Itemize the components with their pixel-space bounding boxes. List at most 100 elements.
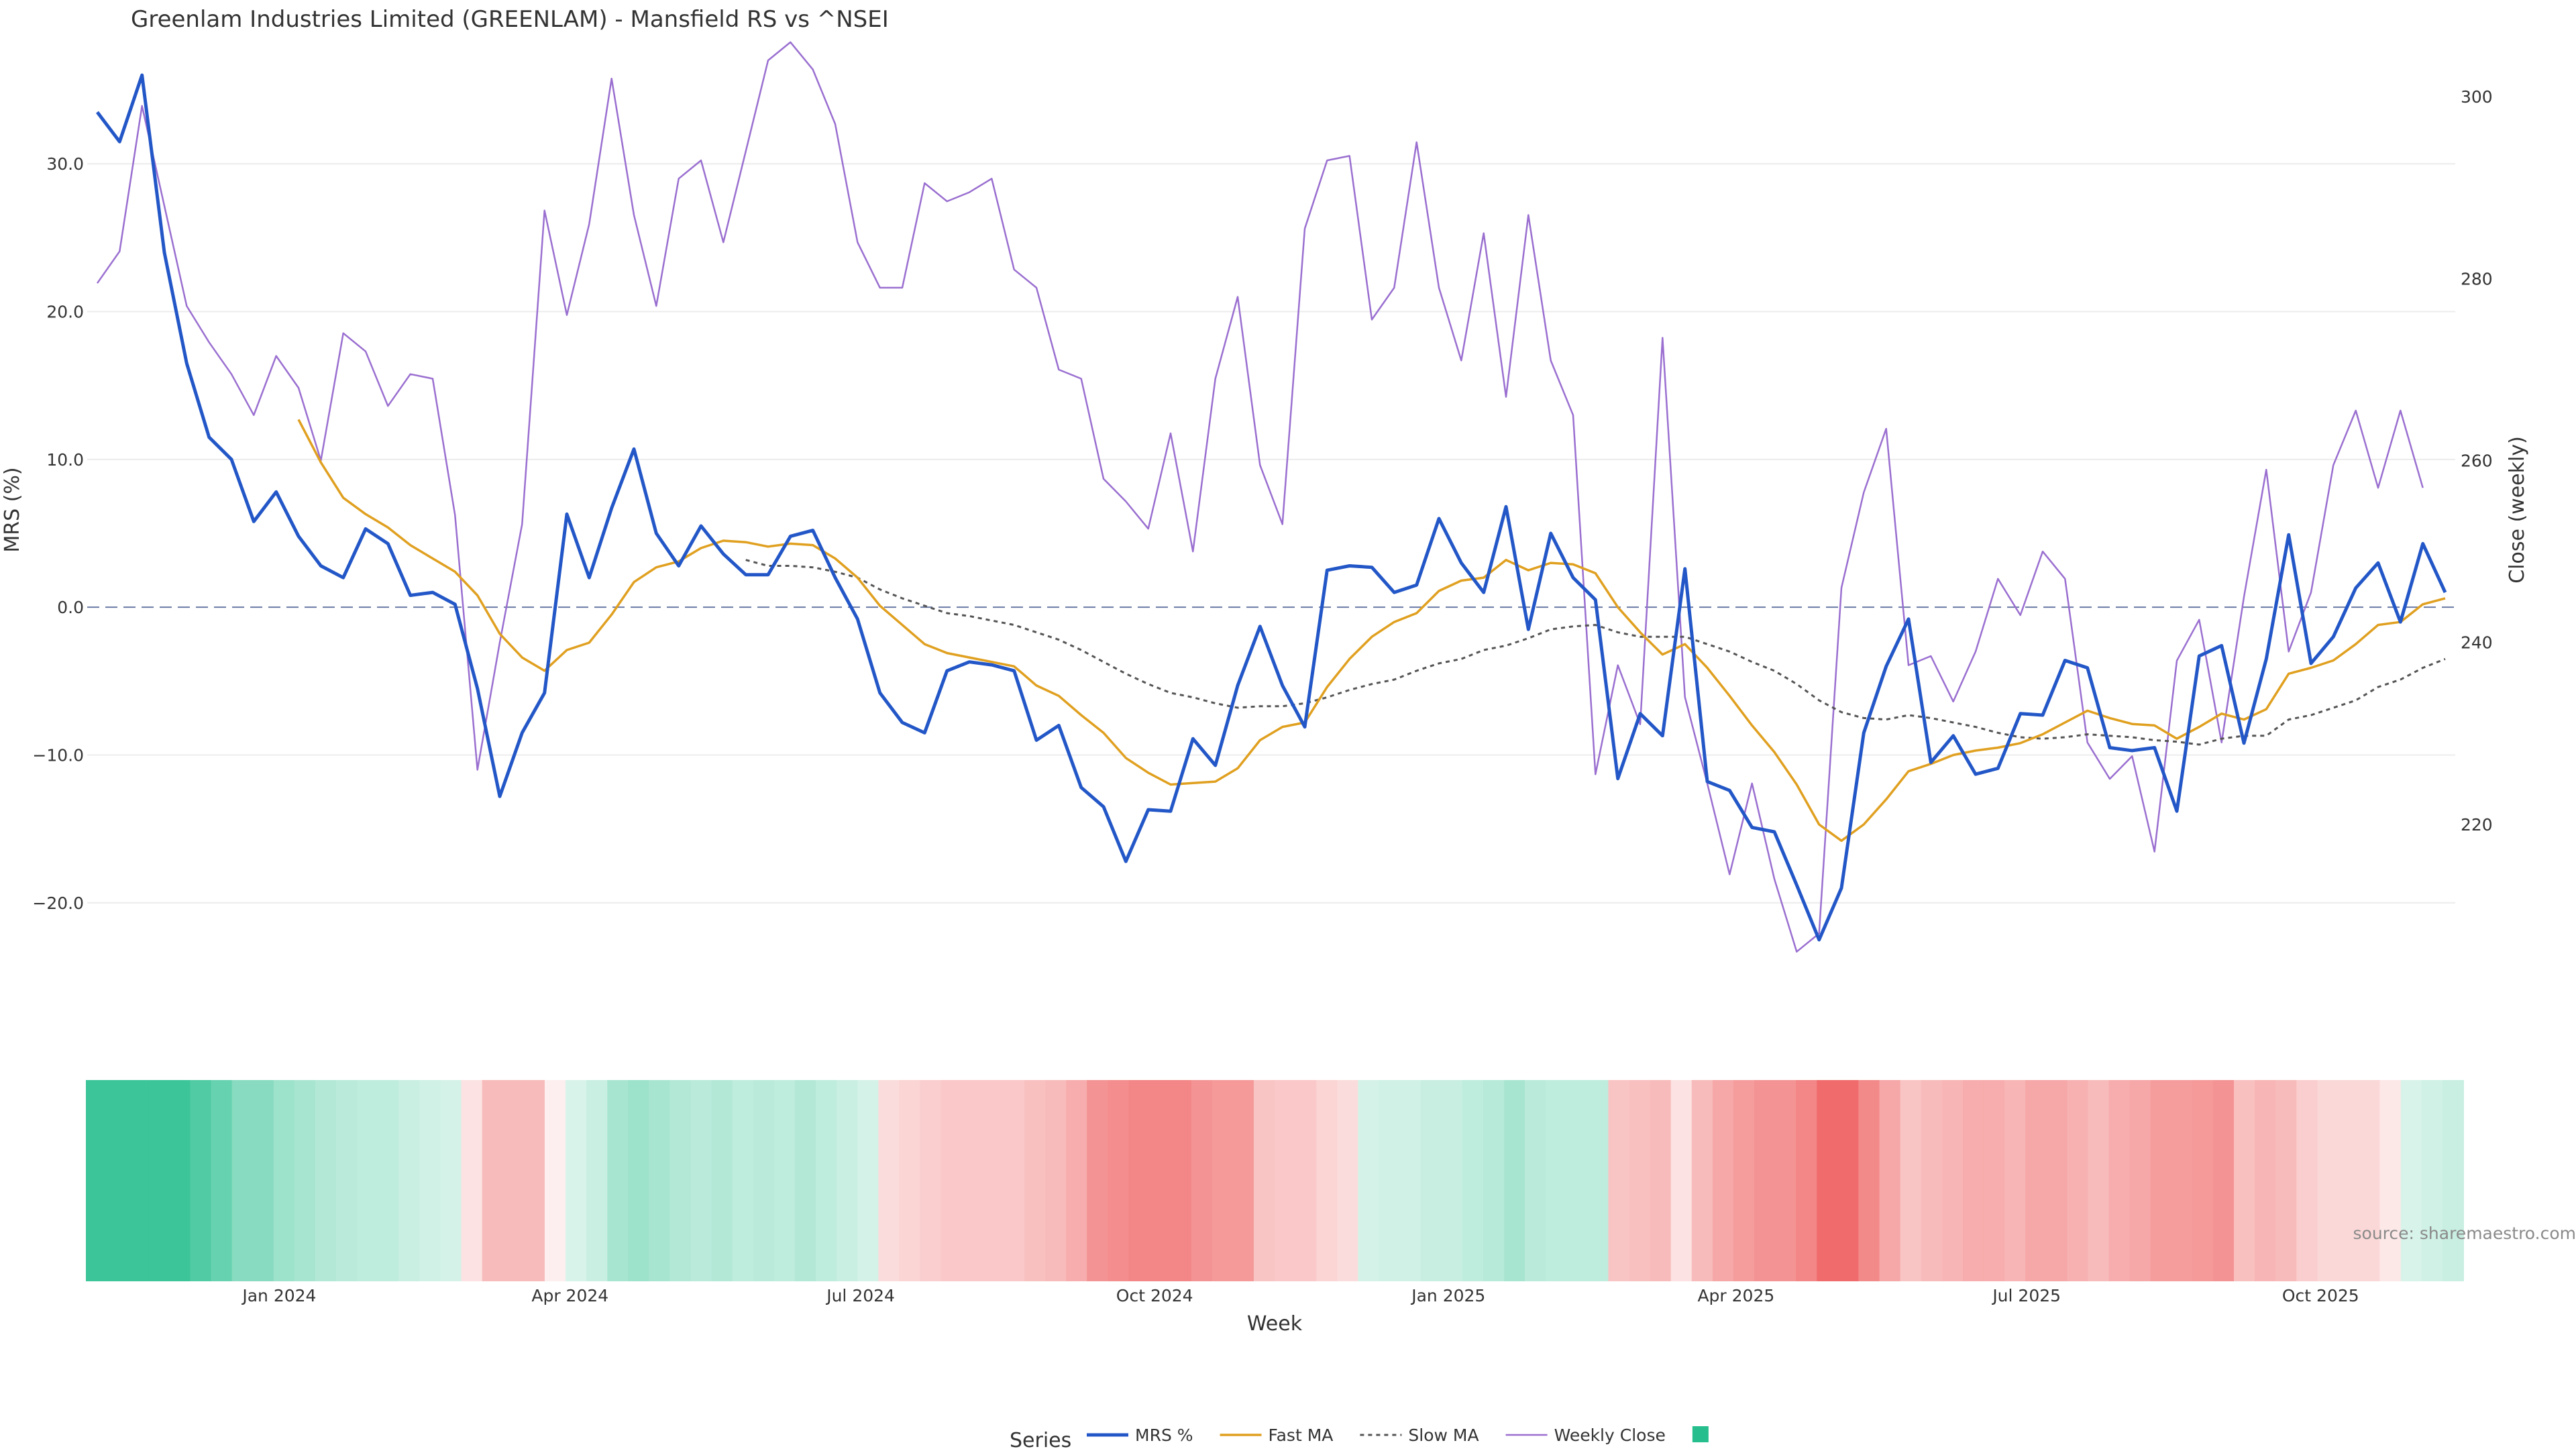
heatmap-cell [2296, 1080, 2318, 1281]
heatmap-cell [1045, 1080, 1067, 1281]
heatmap-cell [1941, 1080, 1964, 1281]
heatmap-cell [2004, 1080, 2027, 1281]
heatmap-cell [711, 1080, 733, 1281]
heatmap-cell [148, 1080, 170, 1281]
x-tick-label: Apr 2025 [1697, 1286, 1774, 1305]
heatmap-cell [816, 1080, 838, 1281]
heatmap-cell [1608, 1080, 1630, 1281]
y2-tick-label: 240 [2461, 633, 2493, 653]
heatmap-cell [2234, 1080, 2256, 1281]
heatmap-cell [1420, 1080, 1442, 1281]
heatmap-cell [107, 1080, 129, 1281]
fast-ma-line [297, 419, 2446, 843]
heatmap-cell [2088, 1080, 2110, 1281]
heatmap-cell [1983, 1080, 2006, 1281]
heatmap-cell [1858, 1080, 1880, 1281]
heatmap-cell [2067, 1080, 2089, 1281]
heatmap-cell [1650, 1080, 1672, 1281]
heatmap-cell [649, 1080, 671, 1281]
heatmap-cell [1462, 1080, 1484, 1281]
heatmap-cell [1483, 1080, 1505, 1281]
heatmap-cell [523, 1080, 545, 1281]
heatmap-cell [1546, 1080, 1568, 1281]
heatmap-cell [127, 1080, 150, 1281]
heatmap-cell [1775, 1080, 1797, 1281]
heatmap-cell [2442, 1080, 2464, 1281]
y-tick-label: 20.0 [46, 303, 84, 322]
y-tick-label: 10.0 [46, 450, 84, 470]
heatmap-cell [837, 1080, 859, 1281]
right-axis-ticks: 300 280 260 240 220 [2461, 87, 2493, 835]
heatmap-cell [1066, 1080, 1088, 1281]
heatmap-cell [899, 1080, 921, 1281]
y-tick-label: 0.0 [57, 598, 84, 617]
heatmap-cell [773, 1080, 796, 1281]
heatmap-cell [732, 1080, 754, 1281]
legend-entry-label: Weekly Close [1554, 1426, 1666, 1445]
heatmap-cell [2150, 1080, 2172, 1281]
heatmap-cell [1295, 1080, 1318, 1281]
heatmap-cell [294, 1080, 316, 1281]
heatmap-cell [1358, 1080, 1380, 1281]
series-lines [96, 41, 2447, 953]
heatmap-cell [336, 1080, 358, 1281]
heatmap-cell [2275, 1080, 2298, 1281]
heatmap-cell [1587, 1080, 1609, 1281]
heatmap-cell [1879, 1080, 1901, 1281]
heatmap-cell [502, 1080, 525, 1281]
heatmap-cell [982, 1080, 1004, 1281]
legend-entry-label: MRS % [1135, 1426, 1193, 1445]
heatmap-cell [211, 1080, 233, 1281]
heatmap-cell [961, 1080, 983, 1281]
y-tick-label: −10.0 [32, 745, 84, 765]
source-note: source: sharemaestro.com [2353, 1224, 2576, 1243]
heatmap-cell [461, 1080, 483, 1281]
heatmap-cell [1337, 1080, 1359, 1281]
heatmap-cell [2046, 1080, 2068, 1281]
x-tick-label: Oct 2025 [2282, 1286, 2359, 1305]
slow-ma-line [745, 559, 2446, 746]
heatmap-cell [857, 1080, 879, 1281]
y2-tick-label: 220 [2461, 815, 2493, 835]
heatmap-cell [1566, 1080, 1589, 1281]
heatmap-cell [378, 1080, 400, 1281]
left-axis-ticks: 30.0 20.0 10.0 0.0 −10.0 −20.0 [32, 154, 84, 913]
chart-title: Greenlam Industries Limited (GREENLAM) -… [131, 6, 889, 33]
heatmap-cell [1900, 1080, 1922, 1281]
heatmap-cell [2421, 1080, 2443, 1281]
heatmap-cell [2108, 1080, 2131, 1281]
legend-entry-label: Fast MA [1269, 1426, 1334, 1445]
heatmap-cell [1191, 1080, 1213, 1281]
heatmap-cell [1108, 1080, 1130, 1281]
heatmap-cell [1796, 1080, 1818, 1281]
heatmap-cell [1275, 1080, 1297, 1281]
heatmap-cell [544, 1080, 567, 1281]
mrs-heatmap-strip [86, 1080, 2464, 1281]
heatmap-cell [2212, 1080, 2235, 1281]
legend-entry-label: Slow MA [1408, 1426, 1479, 1445]
heatmap-cell [1525, 1080, 1547, 1281]
heatmap-cell [941, 1080, 963, 1281]
y-tick-label: 30.0 [46, 154, 84, 174]
heatmap-cell [2338, 1080, 2360, 1281]
x-axis-title: Week [1247, 1312, 1303, 1336]
heatmap-cell [1962, 1080, 1984, 1281]
x-tick-label: Jan 2025 [1410, 1286, 1485, 1305]
heatmap-cell [2317, 1080, 2339, 1281]
legend: Series MRS % Fast MA Slow MA Weekly Close [1010, 1426, 1709, 1449]
y-axis-title: MRS (%) [1, 467, 24, 552]
heatmap-cell [1837, 1080, 1860, 1281]
x-tick-label: Jan 2024 [241, 1286, 316, 1305]
heatmap-cell [607, 1080, 629, 1281]
heatmap-cell [1817, 1080, 1839, 1281]
heatmap-cell [1170, 1080, 1192, 1281]
heatmap-cell [669, 1080, 692, 1281]
y2-tick-label: 260 [2461, 451, 2493, 471]
heatmap-cell [273, 1080, 295, 1281]
heatmap-cell [86, 1080, 108, 1281]
heatmap-cell [1212, 1080, 1234, 1281]
heatmap-cell [1003, 1080, 1025, 1281]
y-tick-label: −20.0 [32, 894, 84, 913]
heatmap-cell [1712, 1080, 1734, 1281]
x-tick-label: Apr 2024 [531, 1286, 608, 1305]
